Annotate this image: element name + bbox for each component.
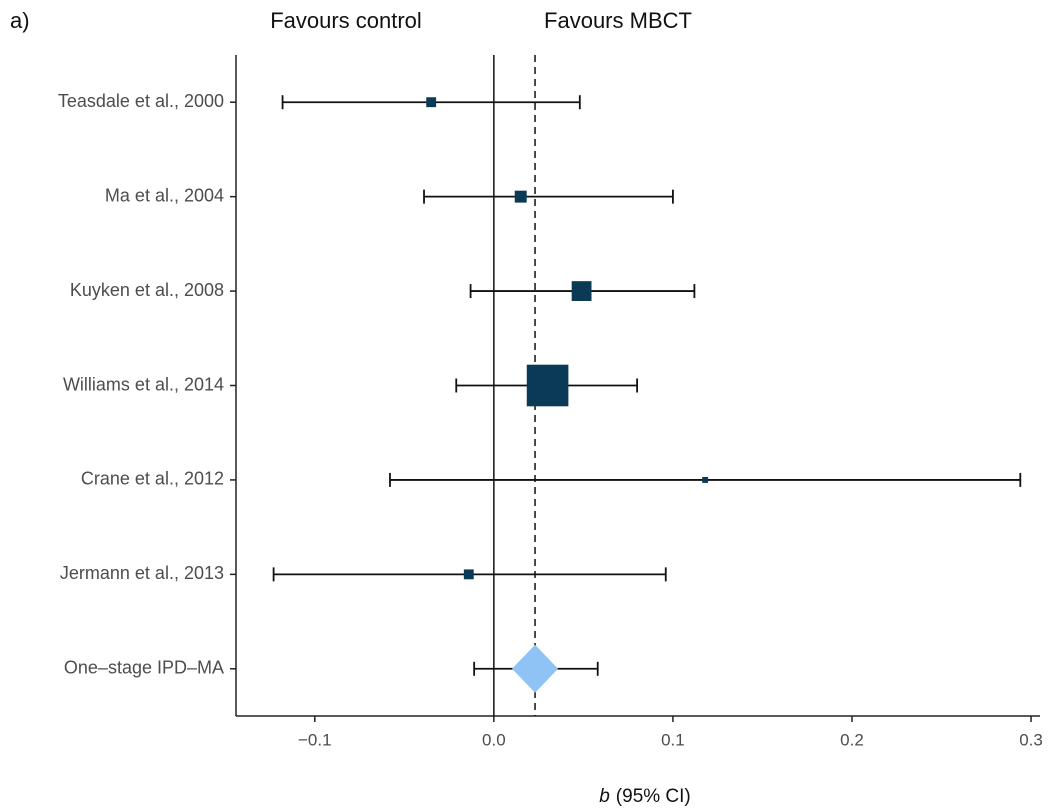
x-tick-label: 0.1 <box>661 730 685 749</box>
y-tick-label: Ma et al., 2004 <box>105 185 224 205</box>
y-tick-label: Williams et al., 2014 <box>63 374 224 394</box>
y-tick-label: Crane et al., 2012 <box>81 469 224 489</box>
y-tick-label: One–stage IPD–MA <box>64 658 224 678</box>
panel-label: a) <box>10 8 30 33</box>
study-estimate <box>426 97 437 108</box>
x-axis-label: b (95% CI) <box>599 786 691 807</box>
study-estimate <box>463 569 474 580</box>
x-axis-title: (95% CI) <box>616 786 691 807</box>
y-tick-label: Teasdale et al., 2000 <box>58 91 224 111</box>
left-header: Favours control <box>270 8 422 33</box>
study-estimate <box>526 364 569 407</box>
y-tick-label: Jermann et al., 2013 <box>60 563 224 583</box>
study-estimate <box>514 190 527 203</box>
pooled-estimate <box>512 644 559 693</box>
x-tick-label: 0.2 <box>840 730 864 749</box>
y-tick-label: Kuyken et al., 2008 <box>70 280 224 300</box>
study-estimate <box>702 476 709 483</box>
right-header: Favours MBCT <box>544 8 692 33</box>
x-axis-symbol: b <box>599 786 610 807</box>
x-tick-label: 0.3 <box>1019 730 1043 749</box>
x-tick-label: −0.1 <box>298 730 332 749</box>
x-tick-label: 0.0 <box>482 730 506 749</box>
study-estimate <box>571 281 592 301</box>
